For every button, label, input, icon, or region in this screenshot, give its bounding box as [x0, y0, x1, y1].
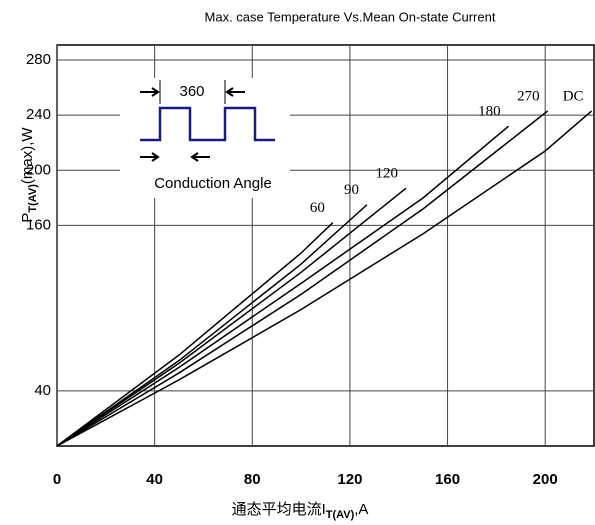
series-line — [56, 110, 549, 447]
inset-caption: Conduction Angle — [154, 175, 272, 192]
x-label-rest: ,A — [354, 501, 368, 518]
waveform — [140, 106, 275, 142]
chart-title: Max. case Temperature Vs.Mean On-state C… — [205, 9, 496, 24]
series-line — [56, 204, 368, 447]
inset: 360 Conduction Angle — [120, 78, 290, 198]
series-label: 90 — [344, 182, 359, 198]
series-label: DC — [563, 88, 584, 104]
x-tick-label: 160 — [435, 471, 460, 488]
series-label: 120 — [376, 166, 399, 182]
x-tick-label: 200 — [533, 471, 558, 488]
series-line — [56, 110, 593, 447]
series-label: 180 — [478, 104, 501, 120]
y-tick-label: 200 — [26, 161, 51, 178]
series-label: 60 — [310, 200, 325, 216]
y-label-rest: (max),W — [19, 127, 36, 184]
x-axis-label: 通态平均电流IT(AV),A — [232, 501, 369, 521]
inset-period: 360 — [179, 83, 204, 100]
y-label-sub: T(AV) — [27, 184, 39, 213]
y-tick-label: 280 — [26, 51, 51, 68]
series-line — [56, 222, 334, 447]
arrows — [140, 152, 210, 162]
series-line — [56, 187, 407, 447]
series-label: 270 — [517, 88, 540, 104]
x-tick-label: 0 — [53, 471, 61, 488]
y-axis-label: PT(AV)(max),W — [19, 127, 39, 223]
x-label-sub: T(AV) — [326, 509, 355, 521]
inset-background — [120, 78, 290, 198]
x-label-main: 通态平均电流I — [232, 501, 326, 518]
y-tick-label: 160 — [26, 216, 51, 233]
arrows — [140, 87, 245, 97]
x-tick-label: 40 — [146, 471, 163, 488]
y-label-main: P — [19, 213, 36, 223]
x-tick-label: 120 — [337, 471, 362, 488]
y-tick-label: 240 — [26, 106, 51, 123]
series-line — [56, 125, 510, 447]
y-tick-label: 40 — [34, 382, 51, 399]
x-tick-label: 80 — [244, 471, 261, 488]
